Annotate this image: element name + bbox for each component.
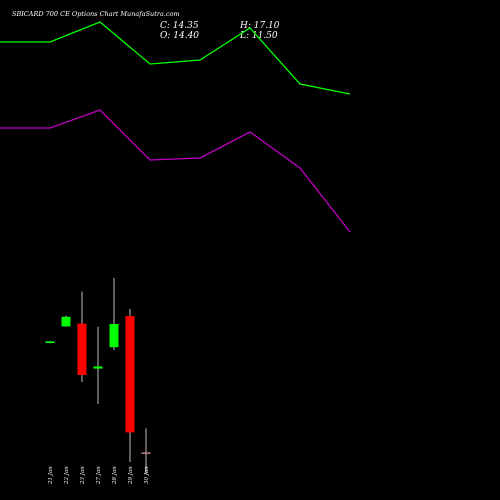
x-tick-label: 21 Jan: [48, 466, 54, 485]
high-readout: H: 17.10: [239, 21, 280, 31]
x-tick-label: 30 Jan: [144, 466, 150, 484]
x-tick-label: 28 Jan: [112, 466, 118, 485]
candles: [45, 278, 151, 474]
indicator-line-2: [0, 109, 351, 233]
candle-body: [45, 341, 55, 343]
chart-title: SBICARD 700 CE Options Chart MunafaSutra…: [12, 10, 180, 18]
candle-23-jan: [77, 291, 87, 382]
candle-27-jan: [93, 326, 103, 404]
open-readout: O: 14.40: [160, 31, 199, 41]
candle-body: [61, 316, 71, 327]
x-tick-label: 27 Jan: [96, 466, 102, 485]
low-readout: L: 11.50: [239, 31, 278, 41]
candle-29-jan: [125, 309, 135, 462]
x-tick-label: 23 Jan: [80, 466, 86, 485]
candle-body: [93, 366, 103, 369]
x-axis-ticks: 21 Jan 22 Jan 23 Jan 27 Jan 28 Jan 29 Jan 30 J…: [48, 466, 150, 485]
candle-body: [141, 452, 151, 454]
candle-body: [109, 324, 119, 348]
candle-30-jan: [141, 428, 151, 474]
candle-body: [125, 316, 135, 433]
close-readout: C: 14.35: [160, 21, 199, 31]
candle-21-jan: [45, 340, 55, 344]
candle-body: [77, 323, 87, 375]
indicator-line-1: [0, 21, 351, 95]
candle-22-jan: [61, 315, 71, 327]
indicator-lines: [0, 21, 351, 233]
x-tick-label: 22 Jan: [64, 466, 70, 485]
x-tick-label: 29 Jan: [128, 466, 134, 485]
candle-28-jan: [109, 278, 119, 350]
